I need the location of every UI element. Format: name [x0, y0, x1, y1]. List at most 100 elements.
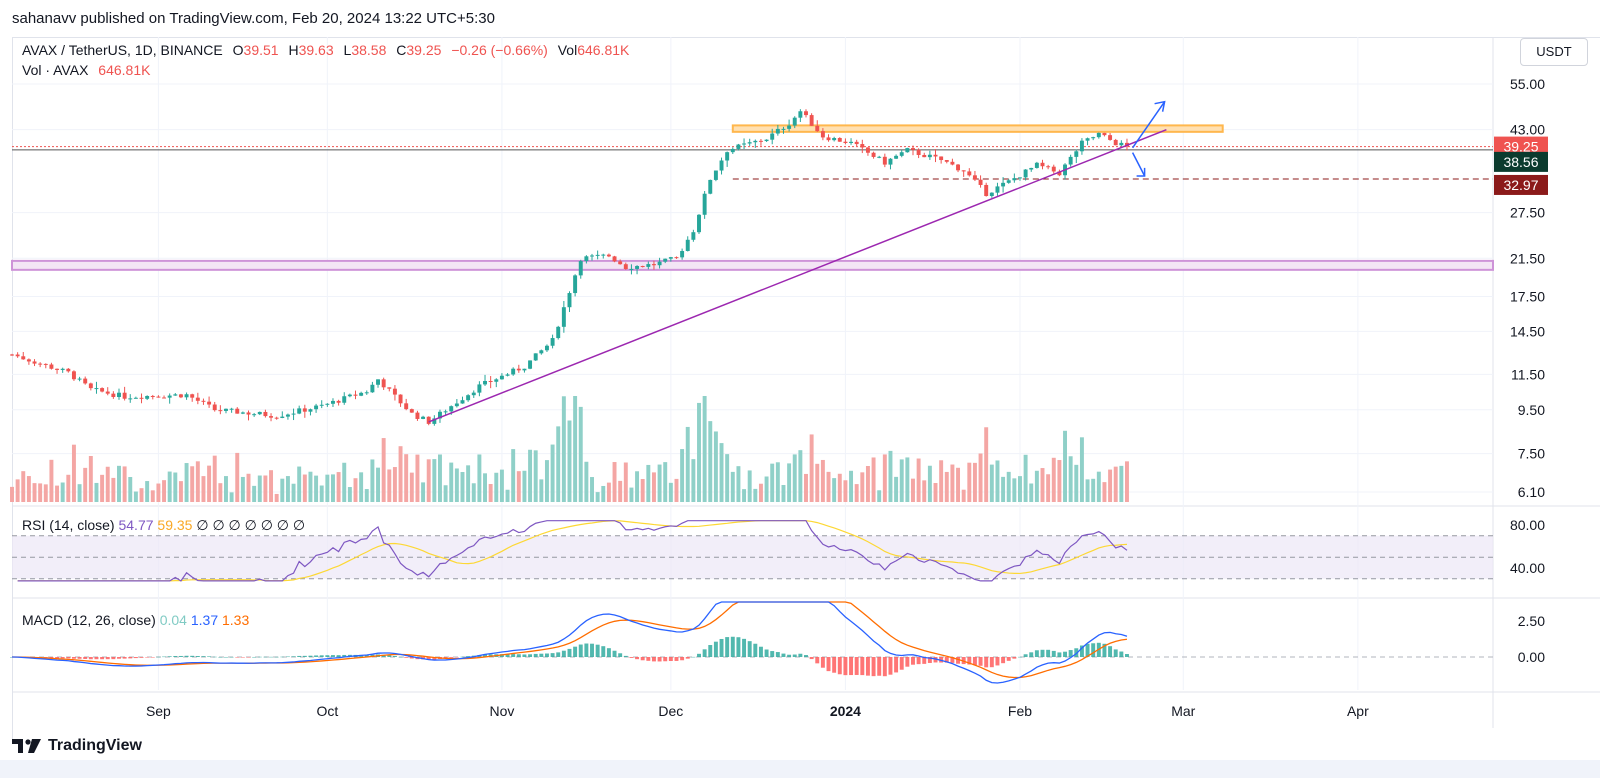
macd-histogram-bar [922, 657, 927, 664]
macd-histogram-bar [826, 657, 831, 672]
candle-body [437, 411, 442, 419]
macd-histogram-bar [218, 656, 223, 658]
volume-bar [263, 475, 268, 502]
chart-frame [12, 37, 1600, 741]
candle-body [100, 388, 105, 392]
candle-body [804, 111, 808, 116]
macd-histogram-bar [668, 657, 673, 662]
time-axis-label: Sep [146, 703, 171, 719]
candle-body [736, 144, 741, 149]
candle-body [747, 142, 752, 144]
macd-histogram-bar [302, 655, 307, 657]
macd-histogram-bar [1102, 643, 1107, 657]
macd-histogram-bar [1018, 656, 1022, 658]
candle-body [871, 152, 876, 157]
candle-body [229, 408, 234, 410]
candle-body [477, 384, 482, 393]
macd-histogram-bar [781, 653, 786, 657]
price-badge [1494, 174, 1548, 195]
volume-bar [38, 483, 43, 502]
candle-body [105, 391, 110, 394]
volume-label[interactable]: Vol · AVAX [22, 62, 89, 78]
resistance-zone [731, 124, 1224, 133]
price-badge-label: 32.97 [1503, 177, 1538, 193]
tradingview-logo[interactable]: TradingView [12, 737, 142, 755]
tradingview-brand: TradingView [48, 737, 142, 754]
vol-label: Vol [557, 42, 578, 58]
volume-bar [826, 471, 831, 502]
currency-button[interactable]: USDT [1520, 38, 1588, 66]
candle-body [837, 138, 842, 142]
volume-bar [550, 444, 555, 502]
candle-body [775, 128, 780, 134]
candle-body [849, 141, 854, 143]
volume-bar [347, 487, 352, 502]
volume-bar [787, 463, 792, 502]
macd-histogram-bar [314, 655, 319, 657]
macd-histogram-bar [145, 657, 150, 658]
candle-body [719, 160, 724, 171]
candle-body [499, 375, 504, 380]
macd-histogram-bar [618, 653, 623, 657]
macd-histogram-bar [483, 654, 487, 657]
rsi-label[interactable]: RSI (14, close) [22, 517, 115, 533]
volume-bar [499, 469, 504, 502]
macd-histogram-bar [815, 657, 820, 664]
macd-label[interactable]: MACD (12, 26, close) [22, 612, 156, 628]
macd-histogram-bar [550, 653, 555, 657]
symbol-label[interactable]: AVAX / TetherUS, 1D, BINANCE [22, 42, 223, 58]
candle-body [770, 133, 775, 140]
volume-bar [353, 478, 358, 502]
candle-body [573, 275, 578, 294]
macd-histogram-bar [133, 657, 138, 659]
candle-body [111, 393, 116, 398]
macd-histogram-bar [516, 654, 521, 657]
candle-body [342, 396, 347, 403]
macd-histogram-bar [674, 657, 679, 661]
candle-body [398, 394, 403, 404]
time-axis-label: Nov [489, 703, 514, 719]
candle-body [71, 371, 76, 380]
volume-bar [60, 482, 65, 502]
volume-bar [212, 455, 217, 502]
volume-bar [1102, 482, 1107, 502]
volume-bar [201, 476, 206, 502]
candle-body [392, 388, 397, 395]
volume-bar [240, 476, 245, 502]
macd-histogram-bar [460, 656, 465, 658]
volume-bar [623, 462, 628, 502]
macd-histogram-bar [291, 656, 296, 657]
candle-body [38, 363, 43, 365]
volume-bar [421, 482, 426, 502]
macd-histogram-bar [742, 638, 747, 657]
macd-histogram-bar [871, 657, 876, 677]
candle-body [32, 361, 37, 364]
candle-body [995, 186, 1000, 193]
candle-body [1068, 156, 1073, 165]
candle-body [758, 140, 763, 142]
volume-bar [409, 472, 414, 502]
volume-bar [274, 493, 279, 502]
macd-histogram-bar [364, 655, 369, 657]
macd-histogram-bar [94, 657, 99, 660]
candle-body [674, 257, 679, 259]
macd-histogram-bar [533, 653, 538, 657]
volume-bar [432, 459, 437, 502]
candle-body [843, 141, 848, 143]
candle-body [494, 379, 499, 382]
volume-bar [285, 476, 290, 502]
volume-bar [257, 475, 262, 502]
volume-bar [927, 465, 932, 502]
candle-body [956, 164, 961, 171]
volume-bar [173, 472, 178, 502]
volume-bar [860, 472, 865, 502]
macd-histogram-bar [995, 657, 1000, 666]
candle-body [882, 156, 887, 165]
candle-body [387, 387, 392, 389]
macd-histogram-bar [820, 657, 825, 668]
volume-bar [195, 461, 200, 502]
macd-histogram-bar [837, 657, 842, 675]
macd-histogram-bar [865, 657, 870, 676]
candle-body [235, 408, 240, 414]
